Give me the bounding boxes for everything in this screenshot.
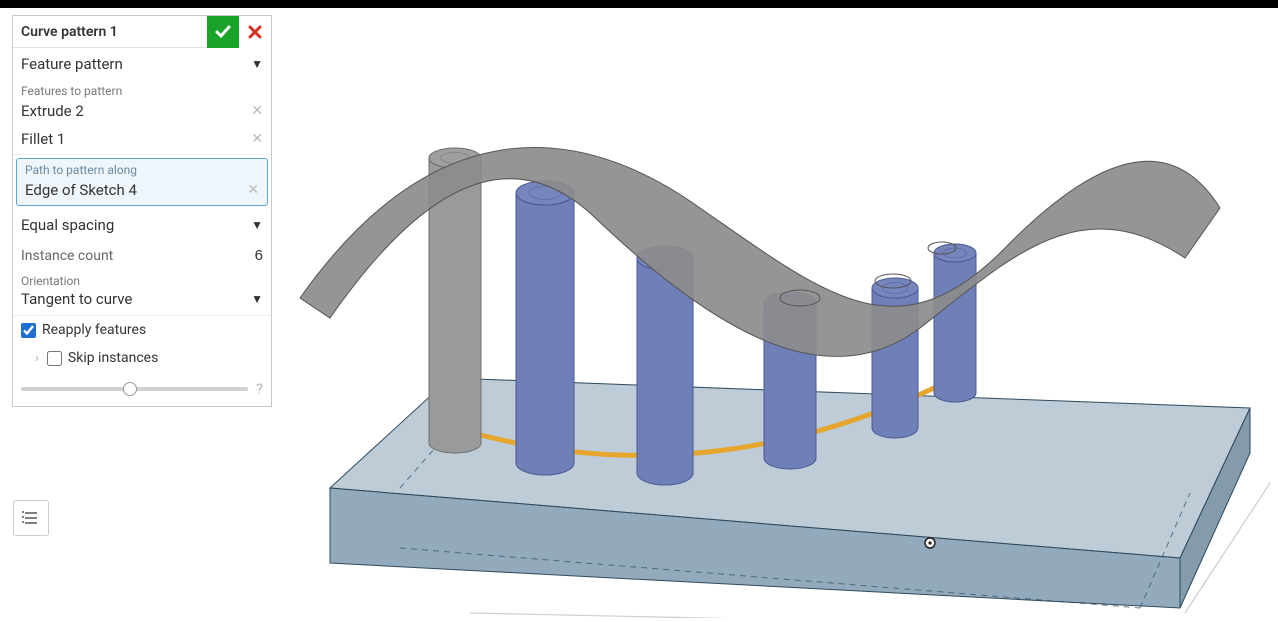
caret-down-icon: ▼: [251, 218, 263, 232]
feature-item[interactable]: Extrude 2 ✕: [13, 98, 271, 126]
chevron-right-icon: ›: [35, 351, 39, 366]
caret-down-icon: ▼: [251, 57, 263, 71]
check-icon: [214, 23, 232, 41]
list-icon: [21, 508, 41, 528]
remove-path-icon[interactable]: ✕: [247, 182, 259, 198]
path-item-label: Edge of Sketch 4: [25, 181, 137, 199]
slider-thumb[interactable]: [123, 382, 137, 396]
orientation-group: Orientation Tangent to curve ▼: [13, 270, 271, 316]
confirm-button[interactable]: [207, 16, 239, 48]
skip-instances-checkbox[interactable]: [47, 351, 62, 366]
pattern-mode-label: Feature pattern: [21, 55, 123, 73]
feature-item[interactable]: Fillet 1 ✕: [13, 126, 271, 154]
instance-count-input[interactable]: [213, 247, 263, 264]
orientation-value: Tangent to curve: [21, 290, 132, 308]
window-topbar: [0, 0, 1278, 8]
features-to-pattern-group: Features to pattern Extrude 2 ✕ Fillet 1…: [13, 80, 271, 155]
feature-item-label: Extrude 2: [21, 102, 84, 120]
remove-feature-icon[interactable]: ✕: [251, 131, 263, 147]
orientation-select[interactable]: Tangent to curve ▼: [13, 288, 271, 315]
path-to-pattern-group[interactable]: Path to pattern along Edge of Sketch 4 ✕: [16, 158, 268, 206]
close-icon: [247, 24, 263, 40]
instance-count-label: Instance count: [21, 248, 113, 264]
feature-item-label: Fillet 1: [21, 130, 65, 148]
instance-count-row: Instance count: [13, 241, 271, 270]
remove-feature-icon[interactable]: ✕: [251, 103, 263, 119]
caret-down-icon: ▼: [251, 292, 263, 306]
spacing-mode-label: Equal spacing: [21, 216, 114, 234]
reapply-features-row[interactable]: Reapply features: [13, 316, 271, 344]
dialog-title: Curve pattern 1: [21, 24, 207, 40]
curve-pattern-dialog: Curve pattern 1 Feature pattern ▼ Featur…: [12, 15, 272, 407]
skip-instances-label: Skip instances: [68, 350, 158, 366]
help-icon[interactable]: ?: [256, 380, 263, 398]
opacity-slider[interactable]: [21, 387, 248, 391]
orientation-group-label: Orientation: [13, 270, 271, 288]
skip-instances-row[interactable]: › Skip instances: [13, 344, 271, 372]
spacing-mode-select[interactable]: Equal spacing ▼: [13, 209, 271, 241]
opacity-slider-row: ?: [13, 372, 271, 406]
path-group-label: Path to pattern along: [17, 159, 267, 177]
pattern-mode-select[interactable]: Feature pattern ▼: [13, 48, 271, 80]
cancel-button[interactable]: [239, 16, 271, 48]
reapply-features-label: Reapply features: [42, 322, 146, 338]
features-group-label: Features to pattern: [13, 80, 271, 98]
reapply-features-checkbox[interactable]: [21, 323, 36, 338]
feature-list-toggle[interactable]: [13, 500, 49, 536]
